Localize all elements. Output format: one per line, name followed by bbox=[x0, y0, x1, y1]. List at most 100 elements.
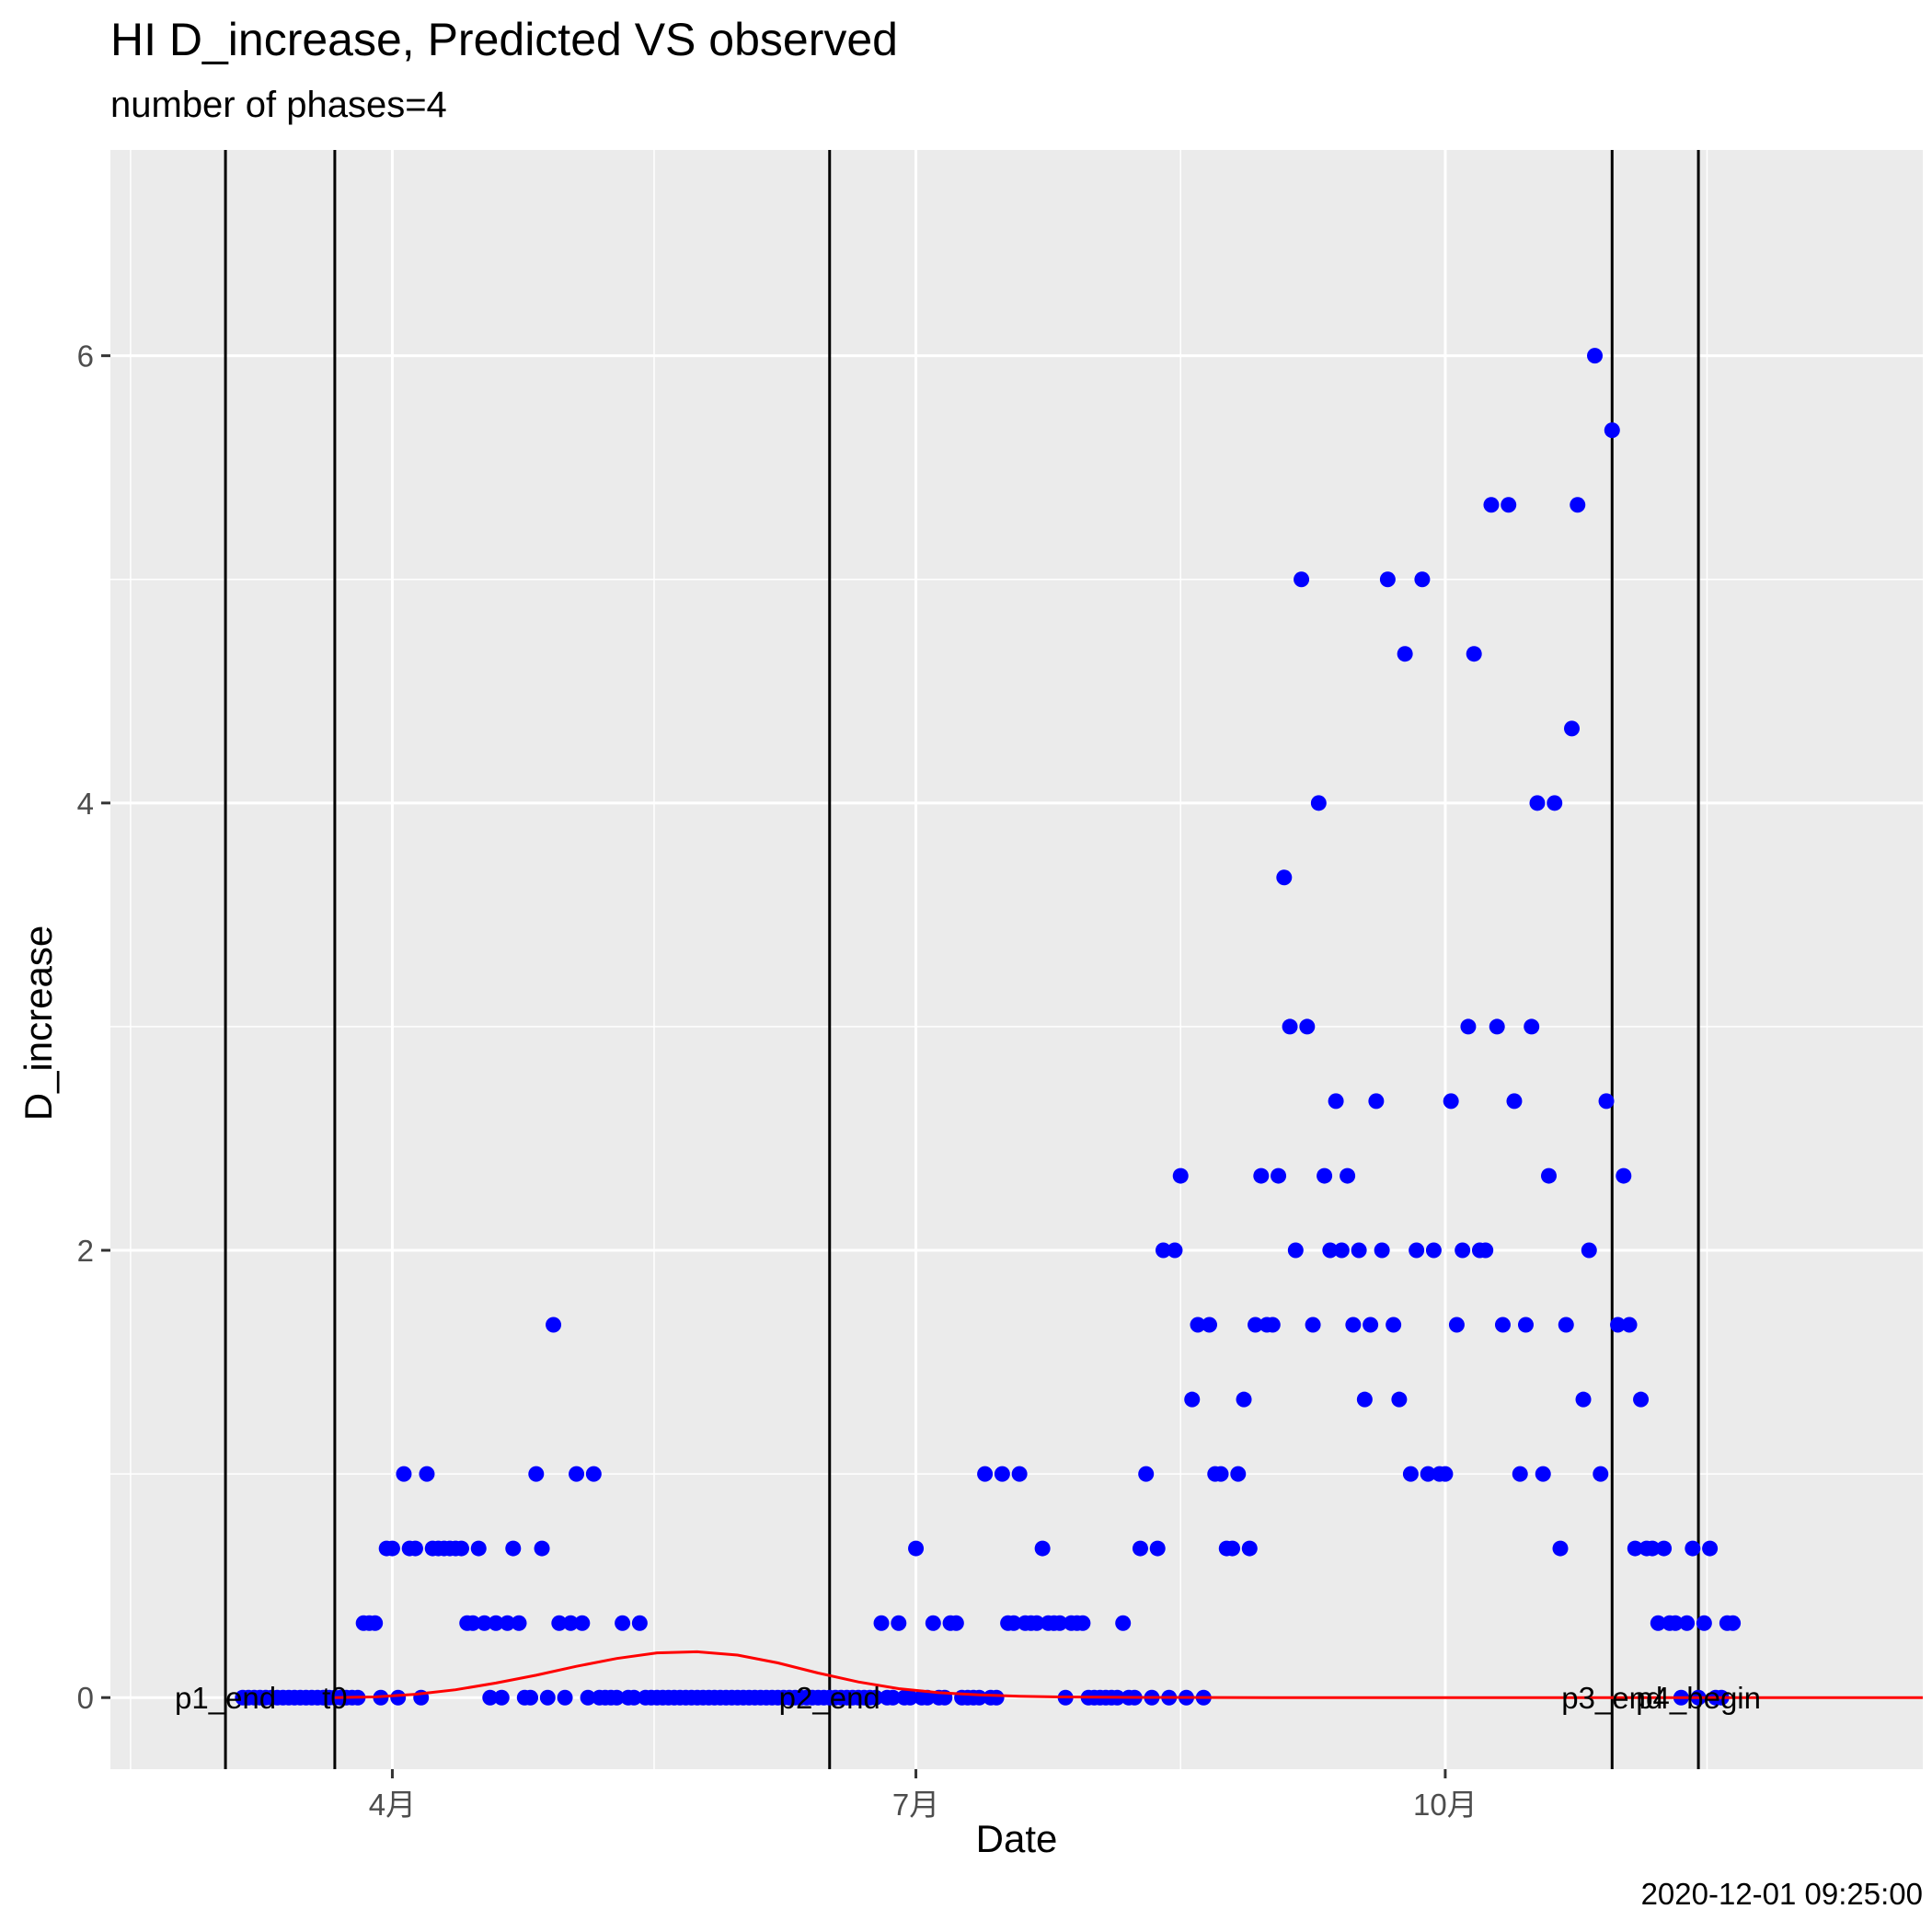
observed-point bbox=[367, 1615, 384, 1631]
observed-point bbox=[551, 1615, 568, 1631]
observed-point bbox=[493, 1689, 510, 1706]
observed-point bbox=[891, 1615, 907, 1631]
y-axis-title: D_increase bbox=[17, 925, 60, 1121]
observed-point bbox=[539, 1689, 556, 1706]
observed-point bbox=[994, 1466, 1010, 1482]
observed-point bbox=[948, 1615, 964, 1631]
y-tick-label: 0 bbox=[77, 1681, 94, 1715]
observed-point bbox=[1241, 1540, 1258, 1557]
observed-point bbox=[384, 1540, 400, 1557]
observed-point bbox=[1052, 1615, 1068, 1631]
observed-point bbox=[574, 1615, 591, 1631]
observed-point bbox=[1420, 1466, 1436, 1482]
observed-point bbox=[1587, 348, 1604, 364]
observed-point bbox=[1564, 720, 1581, 737]
observed-point bbox=[1225, 1540, 1241, 1557]
observed-point bbox=[1006, 1615, 1022, 1631]
observed-point bbox=[1633, 1391, 1650, 1408]
x-axis-title: Date bbox=[975, 1817, 1058, 1860]
observed-point bbox=[1529, 795, 1546, 811]
observed-point bbox=[1621, 1317, 1638, 1333]
observed-point bbox=[1333, 1242, 1350, 1259]
observed-point bbox=[1570, 497, 1586, 513]
observed-point bbox=[868, 1689, 884, 1706]
observed-point bbox=[1524, 1018, 1540, 1035]
observed-point bbox=[1679, 1615, 1696, 1631]
observed-point bbox=[470, 1540, 487, 1557]
observed-point bbox=[873, 1615, 890, 1631]
observed-point bbox=[1437, 1466, 1454, 1482]
observed-point bbox=[1696, 1615, 1712, 1631]
observed-point bbox=[1322, 1242, 1339, 1259]
observed-point bbox=[988, 1689, 1005, 1706]
observed-point bbox=[1501, 497, 1517, 513]
observed-point bbox=[1317, 1167, 1333, 1184]
observed-point bbox=[1271, 1167, 1287, 1184]
observed-point bbox=[1460, 1018, 1477, 1035]
observed-point bbox=[500, 1615, 516, 1631]
observed-point bbox=[1149, 1540, 1166, 1557]
observed-point bbox=[1489, 1018, 1505, 1035]
plot-panel bbox=[110, 150, 1923, 1769]
observed-point bbox=[885, 1689, 902, 1706]
observed-point bbox=[1213, 1466, 1229, 1482]
observed-point bbox=[465, 1615, 481, 1631]
observed-point bbox=[626, 1689, 642, 1706]
observed-point bbox=[1575, 1391, 1592, 1408]
observed-point bbox=[1294, 571, 1310, 588]
observed-point bbox=[580, 1689, 596, 1706]
y-tick-label: 4 bbox=[77, 787, 94, 821]
observed-point bbox=[1466, 646, 1482, 662]
observed-point bbox=[1167, 1242, 1183, 1259]
observed-point bbox=[546, 1317, 562, 1333]
observed-point bbox=[482, 1689, 499, 1706]
observed-point bbox=[1011, 1466, 1028, 1482]
observed-point bbox=[1264, 1317, 1281, 1333]
observed-point bbox=[1644, 1540, 1661, 1557]
observed-point bbox=[1547, 795, 1563, 811]
observed-point bbox=[1478, 1242, 1494, 1259]
observed-point bbox=[1402, 1466, 1419, 1482]
observed-point bbox=[1397, 646, 1413, 662]
x-tick-label: 4月 bbox=[369, 1788, 416, 1822]
observed-point bbox=[1132, 1540, 1148, 1557]
observed-point bbox=[1115, 1615, 1132, 1631]
observed-point bbox=[1455, 1242, 1471, 1259]
observed-point bbox=[1202, 1317, 1218, 1333]
observed-point bbox=[908, 1540, 925, 1557]
observed-point bbox=[505, 1540, 522, 1557]
observed-point bbox=[1029, 1615, 1045, 1631]
observed-point bbox=[919, 1689, 936, 1706]
observed-point bbox=[1581, 1242, 1597, 1259]
observed-point bbox=[1494, 1317, 1511, 1333]
observed-point bbox=[1414, 571, 1431, 588]
observed-point bbox=[1725, 1615, 1742, 1631]
observed-point bbox=[1685, 1540, 1701, 1557]
observed-point bbox=[523, 1689, 539, 1706]
observed-point bbox=[1506, 1093, 1523, 1110]
observed-point bbox=[1138, 1466, 1155, 1482]
observed-point bbox=[1425, 1242, 1442, 1259]
observed-point bbox=[1386, 1317, 1402, 1333]
chart-caption: 2020-12-01 09:25:00 bbox=[1640, 1877, 1923, 1911]
observed-point bbox=[1558, 1317, 1574, 1333]
observed-point bbox=[1616, 1167, 1632, 1184]
phase-label: p1_end bbox=[175, 1681, 276, 1715]
observed-point bbox=[1190, 1317, 1206, 1333]
observed-point bbox=[1483, 497, 1500, 513]
observed-point bbox=[925, 1615, 941, 1631]
observed-point bbox=[1604, 422, 1620, 439]
observed-point bbox=[615, 1615, 631, 1631]
observed-point bbox=[1512, 1466, 1528, 1482]
observed-point bbox=[1610, 1317, 1627, 1333]
chart-subtitle: number of phases=4 bbox=[110, 85, 447, 125]
phase-label: p2_end bbox=[779, 1681, 880, 1715]
observed-point bbox=[1287, 1242, 1304, 1259]
observed-point bbox=[902, 1689, 918, 1706]
observed-point bbox=[1409, 1242, 1425, 1259]
observed-point bbox=[1363, 1317, 1379, 1333]
y-tick-label: 6 bbox=[77, 339, 94, 374]
observed-point bbox=[1517, 1317, 1534, 1333]
observed-point bbox=[1374, 1242, 1390, 1259]
